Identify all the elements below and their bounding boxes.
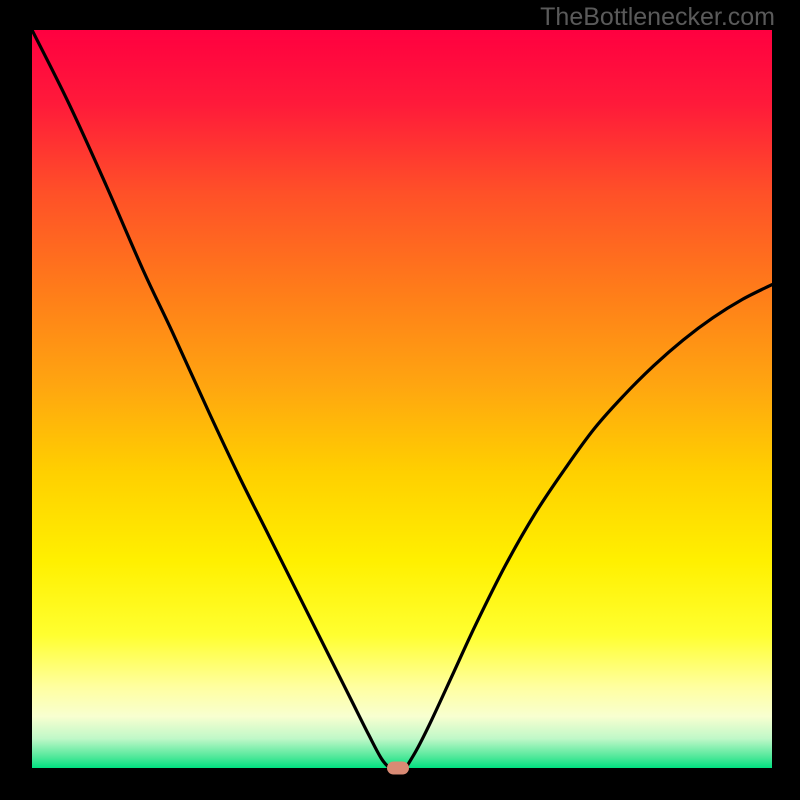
plot-area	[32, 30, 772, 768]
bottleneck-curve	[32, 30, 772, 768]
optimal-marker	[387, 762, 409, 775]
watermark-text: TheBottlenecker.com	[540, 3, 775, 32]
chart-container: TheBottlenecker.com	[0, 0, 800, 800]
